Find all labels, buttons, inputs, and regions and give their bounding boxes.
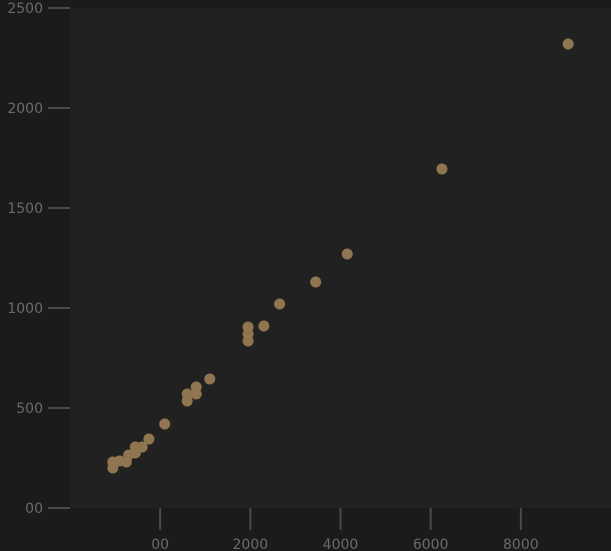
data-point (436, 163, 448, 175)
x-tick-label: 6000 (413, 537, 449, 551)
y-tick-label: 2500 (7, 1, 43, 17)
y-axis: 00 500 1000 1500 2000 2500 (7, 1, 70, 517)
data-point (181, 388, 193, 400)
data-point (159, 418, 171, 430)
x-tick-label: 8000 (503, 537, 539, 551)
y-tick-label: 500 (16, 401, 43, 417)
data-point (341, 248, 353, 260)
x-axis: 00 2000 4000 6000 8000 (151, 508, 539, 551)
data-point (310, 276, 322, 288)
data-point (204, 373, 216, 385)
x-tick-label: 2000 (233, 537, 269, 551)
data-points (107, 38, 574, 474)
data-point (242, 321, 254, 333)
y-tick-label: 2000 (7, 101, 43, 117)
plot-background (70, 8, 611, 508)
data-point (274, 298, 286, 310)
data-point (190, 381, 202, 393)
data-point (258, 320, 270, 332)
y-tick-label: 00 (25, 501, 43, 517)
y-tick-label: 1500 (7, 201, 43, 217)
x-tick-label: 00 (151, 537, 169, 551)
data-point (562, 38, 574, 50)
x-tick-label: 4000 (323, 537, 359, 551)
y-tick-label: 1000 (7, 301, 43, 317)
data-point (136, 441, 148, 453)
data-point (143, 433, 155, 445)
